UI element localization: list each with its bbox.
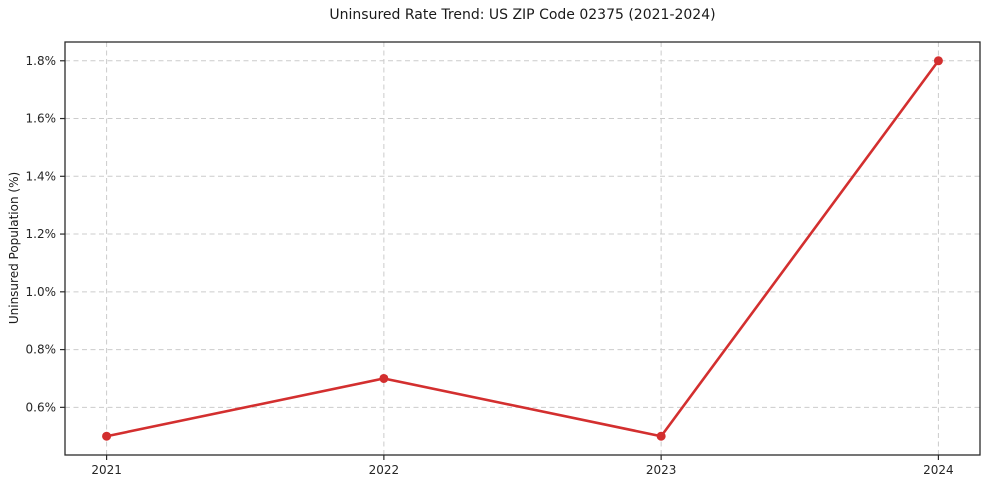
y-tick-label: 1.6% (26, 112, 57, 126)
plot-border (64, 41, 981, 456)
y-tick-label: 1.8% (26, 54, 57, 68)
chart-title: Uninsured Rate Trend: US ZIP Code 02375 … (329, 7, 716, 23)
data-point-marker (656, 431, 666, 441)
data-point-marker (102, 431, 112, 441)
series-line (105, 59, 940, 438)
y-tick-label: 1.0% (26, 285, 57, 299)
y-tick-label: 1.4% (26, 169, 57, 183)
y-tick-label: 0.6% (26, 400, 57, 414)
x-tick-label: 2024 (923, 463, 954, 477)
data-point-marker (933, 56, 943, 66)
y-tick-label: 1.2% (26, 227, 57, 241)
y-tick-label: 0.8% (26, 343, 57, 357)
x-tick-label: 2021 (91, 463, 122, 477)
x-tick-label: 2022 (369, 463, 400, 477)
data-point-marker (379, 373, 389, 383)
x-tick-label: 2023 (646, 463, 677, 477)
